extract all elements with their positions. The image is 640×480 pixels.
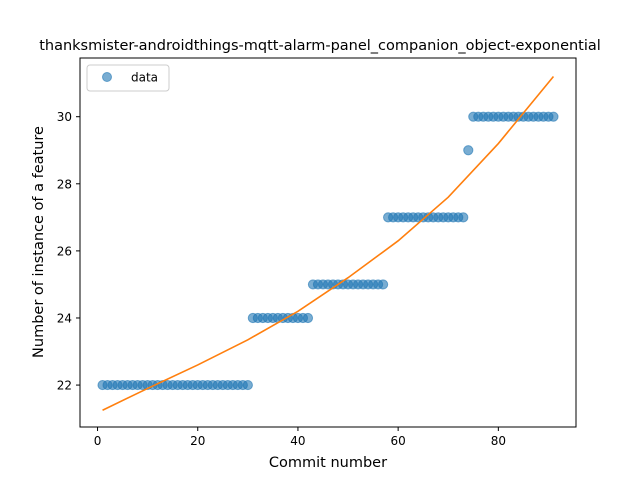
x-tick-label: 0 (94, 434, 102, 448)
y-tick-label: 30 (57, 110, 72, 124)
legend: data (86, 64, 170, 92)
legend-marker-data (102, 72, 112, 82)
legend-label-data: data (131, 71, 158, 85)
data-point (463, 145, 474, 156)
data-point (242, 379, 253, 391)
axis-ticks: 0 20 40 60 80 22 24 26 28 30 (57, 110, 506, 448)
data-point (548, 111, 559, 122)
data-point (302, 312, 314, 324)
x-axis-label: Commit number (269, 455, 387, 471)
y-tick-label: 22 (57, 379, 72, 393)
data-point (378, 279, 389, 290)
x-tick-label: 20 (190, 434, 205, 448)
legend-box (86, 64, 170, 92)
y-axis-label: Number of instance of a feature (31, 126, 47, 358)
data-point (458, 212, 469, 223)
x-tick-label: 60 (391, 434, 406, 448)
x-tick-label: 40 (290, 434, 305, 448)
fit-line (102, 75, 555, 411)
chart-title: thanksmister-androidthings-mqtt-alarm-pa… (39, 38, 601, 54)
y-tick-label: 24 (57, 311, 72, 325)
plot-area (97, 75, 559, 411)
y-tick-label: 26 (57, 244, 72, 258)
plot-frame (79, 57, 577, 428)
x-tick-label: 80 (491, 434, 506, 448)
y-tick-label: 28 (57, 177, 72, 191)
